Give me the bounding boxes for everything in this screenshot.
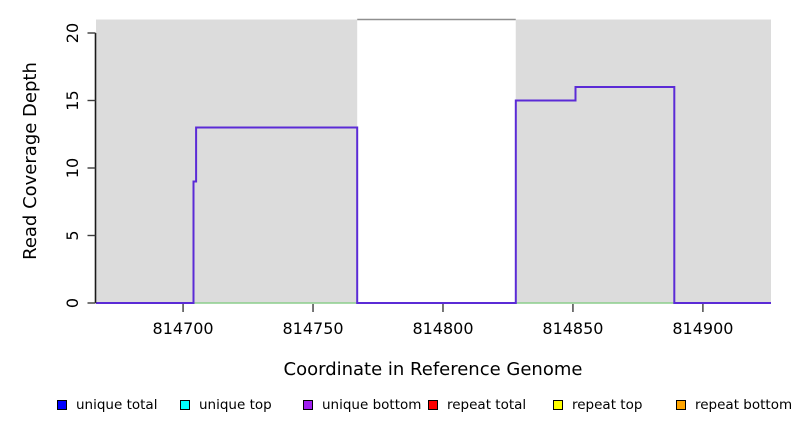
shaded-regions-layer: [96, 18, 771, 303]
y-tick-label: 15: [63, 90, 82, 110]
legend-label: unique top: [199, 397, 272, 413]
x-tick-label: 814850: [542, 319, 603, 338]
legend-swatch-unique-total: [57, 400, 67, 410]
legend-swatch-repeat-top: [553, 400, 563, 410]
x-tick-label: 814900: [672, 319, 733, 338]
legend-label: unique bottom: [322, 397, 422, 413]
traces-layer: [96, 86, 771, 304]
legend-item-repeat-top: repeat top: [553, 396, 642, 414]
x-axis-title: Coordinate in Reference Genome: [284, 359, 583, 380]
legend-label: repeat top: [572, 397, 643, 413]
legend-item-unique-bottom: unique bottom: [303, 396, 421, 414]
chart-legend: unique total unique top unique bottom repea…: [0, 396, 792, 420]
legend-item-repeat-total: repeat total: [428, 396, 526, 414]
y-tick-label: 0: [63, 298, 82, 308]
y-tick-label: 5: [63, 230, 82, 240]
x-tick-label: 814700: [153, 319, 214, 338]
legend-swatch-repeat-bottom: [676, 400, 686, 410]
right-gray-region: [515, 19, 771, 303]
coverage-chart: 0 5 10 15 20 814700 814750 814800 814850 814900 C…: [20, 18, 771, 380]
unique-bottom-coverage-trace: [96, 86, 771, 304]
legend-label: repeat bottom: [695, 397, 792, 413]
legend-label: repeat total: [447, 397, 527, 413]
x-tick-label: 814750: [282, 319, 343, 338]
legend-item-repeat-bottom: repeat bottom: [676, 396, 792, 414]
y-axis-title: Read Coverage Depth: [20, 62, 41, 260]
legend-label: unique total: [76, 397, 158, 413]
legend-swatch-repeat-total: [428, 400, 438, 410]
legend-swatch-unique-top: [180, 400, 190, 410]
legend-swatch-unique-bottom: [303, 400, 313, 410]
y-tick-label: 10: [63, 158, 82, 178]
x-tick-label: 814800: [412, 319, 473, 338]
y-tick-label: 20: [63, 23, 82, 43]
axes-layer: 0 5 10 15 20 814700 814750 814800 814850 814900: [63, 23, 733, 338]
left-gray-region: [96, 19, 358, 303]
legend-item-unique-top: unique top: [180, 396, 272, 414]
legend-item-unique-total: unique total: [57, 396, 157, 414]
